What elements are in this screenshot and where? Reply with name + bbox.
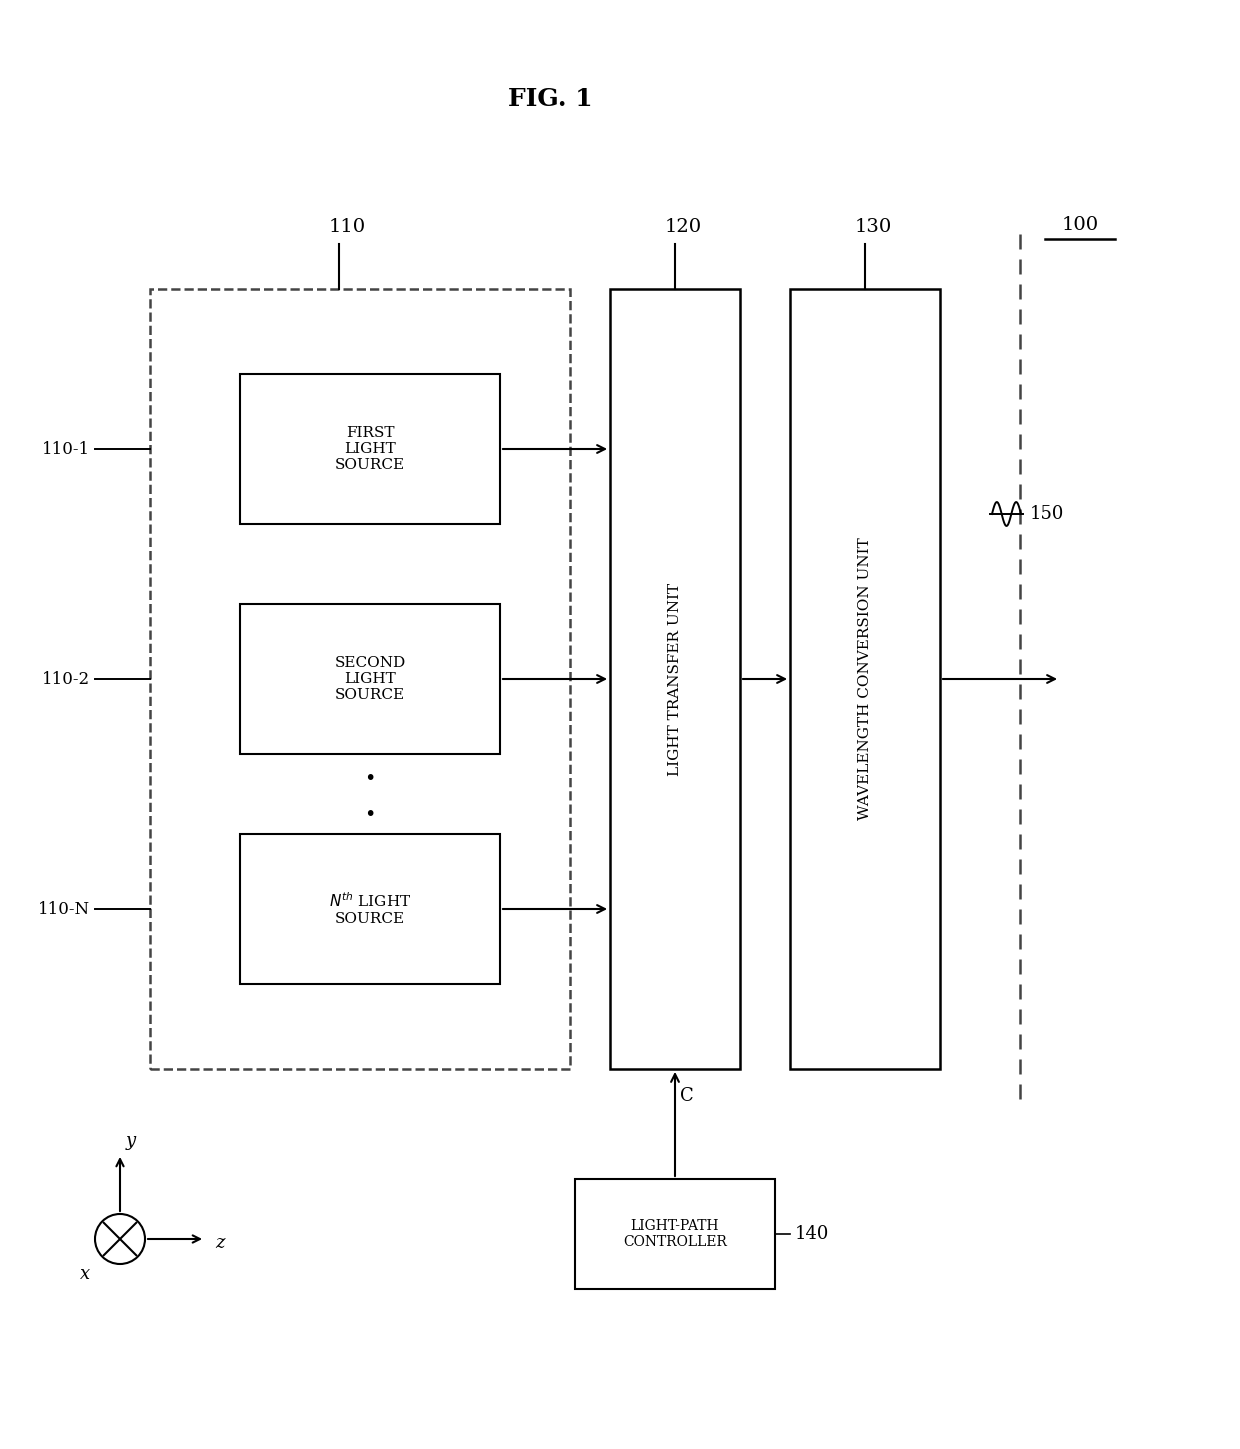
Text: 120: 120	[665, 217, 702, 236]
Bar	[790, 288, 940, 1069]
Bar	[241, 374, 500, 525]
Text: 110-1: 110-1	[42, 440, 91, 458]
Bar	[150, 288, 570, 1069]
Text: $N^{th}$ LIGHT
SOURCE: $N^{th}$ LIGHT SOURCE	[329, 891, 412, 926]
Text: WAVELENGTH CONVERSION UNIT: WAVELENGTH CONVERSION UNIT	[858, 538, 872, 820]
Bar	[610, 288, 740, 1069]
Text: 110-2: 110-2	[42, 671, 91, 687]
Text: z: z	[215, 1235, 224, 1252]
Bar	[241, 604, 500, 753]
Text: LIGHT-PATH
CONTROLLER: LIGHT-PATH CONTROLLER	[622, 1219, 727, 1249]
Text: 140: 140	[795, 1224, 830, 1243]
Text: 110: 110	[329, 217, 366, 236]
Text: LIGHT TRANSFER UNIT: LIGHT TRANSFER UNIT	[668, 582, 682, 775]
Text: 110-N: 110-N	[38, 900, 91, 917]
Text: 100: 100	[1061, 216, 1099, 233]
Text: C: C	[680, 1087, 694, 1106]
Text: FIG. 1: FIG. 1	[507, 87, 593, 112]
Text: 130: 130	[854, 217, 892, 236]
Text: 150: 150	[1030, 506, 1064, 523]
Text: FIRST
LIGHT
SOURCE: FIRST LIGHT SOURCE	[335, 426, 405, 472]
Bar	[575, 1179, 775, 1290]
Text: x: x	[79, 1265, 91, 1282]
Text: •: •	[365, 804, 376, 823]
Text: SECOND
LIGHT
SOURCE: SECOND LIGHT SOURCE	[335, 656, 405, 703]
Text: •: •	[365, 769, 376, 788]
Text: y: y	[126, 1132, 136, 1151]
Bar	[241, 835, 500, 984]
